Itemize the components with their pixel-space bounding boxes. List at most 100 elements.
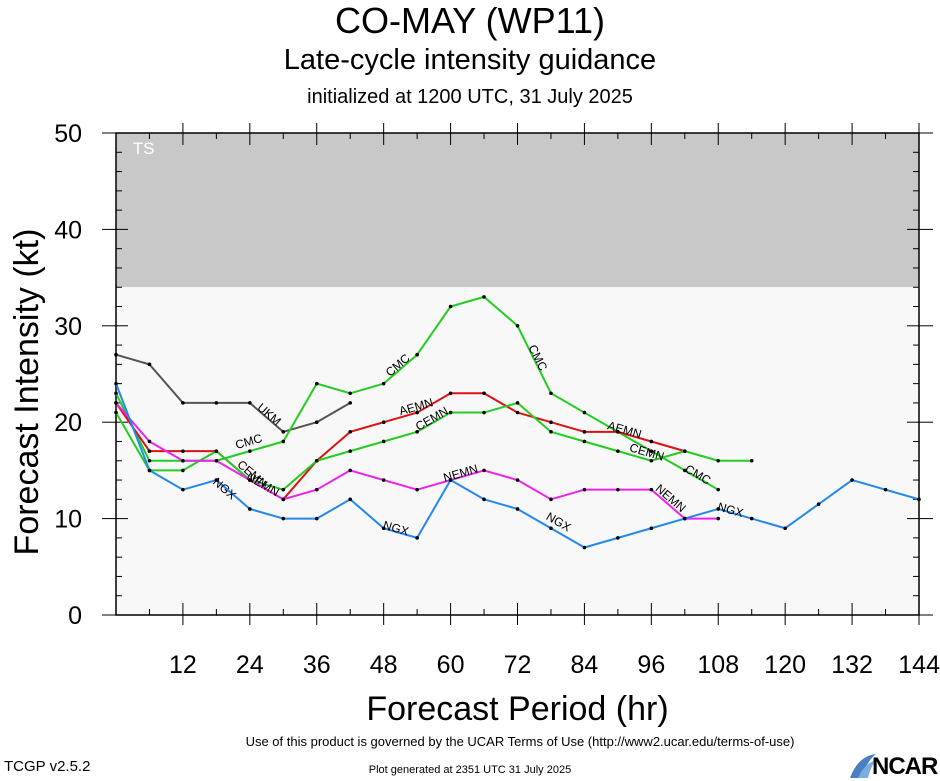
data-point-nemn xyxy=(381,478,386,482)
ncar-logo-icon xyxy=(850,754,876,778)
chart-title: CO-MAY (WP11) xyxy=(334,0,606,41)
data-point-nemn xyxy=(281,497,286,502)
data-point-nemn xyxy=(616,487,620,492)
data-point-ngx xyxy=(482,497,486,502)
data-point-cemn xyxy=(616,449,620,453)
data-point-ngx xyxy=(281,516,286,521)
x-tick-label: 120 xyxy=(764,651,806,679)
x-tick-label: 84 xyxy=(571,651,599,679)
data-point-ngx xyxy=(816,502,821,506)
data-point-cmc xyxy=(582,410,587,415)
x-tick-label: 12 xyxy=(169,651,197,679)
data-point-cmc xyxy=(147,458,152,463)
data-point-ngx xyxy=(381,526,386,531)
data-point-ngx xyxy=(917,497,921,502)
data-point-ukm xyxy=(248,401,252,405)
x-tick-label: 60 xyxy=(437,651,465,679)
data-point-cemn xyxy=(749,458,754,463)
series-line-aemn xyxy=(115,392,686,501)
data-point-ngx xyxy=(181,487,185,492)
data-point-cmc xyxy=(348,391,353,396)
data-point-cmc xyxy=(716,487,721,492)
series-label-ngx: NGX xyxy=(381,518,410,539)
data-point-cemn xyxy=(549,430,553,434)
data-point-ngx xyxy=(248,507,252,511)
data-point-ngx xyxy=(214,478,219,482)
data-point-cmc xyxy=(381,381,386,386)
data-point-ngx xyxy=(314,516,319,521)
init-time: initialized at 1200 UTC, 31 July 2025 xyxy=(307,86,633,108)
data-point-ngx xyxy=(114,381,118,386)
band-label: TS xyxy=(133,139,155,158)
data-point-ngx xyxy=(783,526,787,531)
data-point-ngx xyxy=(448,478,453,482)
data-point-cmc xyxy=(549,391,553,396)
series-line-ukm xyxy=(115,353,351,433)
data-point-aemn xyxy=(549,420,553,425)
data-point-ukm xyxy=(181,401,185,405)
data-point-cemn xyxy=(181,468,185,473)
data-point-nemn xyxy=(549,497,553,502)
data-point-cmc xyxy=(682,468,687,473)
x-tick-label: 48 xyxy=(370,651,398,679)
x-tick-label: 96 xyxy=(637,651,665,679)
data-point-ngx xyxy=(348,497,353,502)
data-point-cemn xyxy=(649,458,654,463)
data-point-ukm xyxy=(147,362,152,367)
data-point-nemn xyxy=(248,478,252,482)
data-point-cemn xyxy=(281,487,286,492)
chart-subtitle: Late-cycle intensity guidance xyxy=(283,44,657,76)
data-point-cmc xyxy=(314,381,319,386)
data-point-aemn xyxy=(147,449,152,453)
generated-time: Plot generated at 2351 UTC 31 July 2025 xyxy=(368,764,572,776)
data-point-aemn xyxy=(415,410,419,415)
data-point-cemn xyxy=(682,449,687,453)
data-point-nemn xyxy=(582,487,587,492)
series-label-ngx: NGX xyxy=(716,500,745,521)
data-point-ukm xyxy=(214,401,219,405)
x-tick-label: 144 xyxy=(898,651,940,679)
data-point-aemn xyxy=(448,391,453,396)
x-tick-label: 108 xyxy=(697,651,739,679)
data-point-ngx xyxy=(582,545,587,550)
y-tick-label: 20 xyxy=(54,409,82,437)
data-point-cmc xyxy=(649,449,654,453)
data-point-nemn xyxy=(214,458,219,463)
data-point-nemn xyxy=(114,401,118,405)
data-point-ngx xyxy=(850,478,854,482)
data-point-cemn xyxy=(448,410,453,415)
y-tick-label: 40 xyxy=(54,216,82,244)
data-point-cemn xyxy=(515,401,520,405)
data-point-cemn xyxy=(716,458,721,463)
y-tick-label: 10 xyxy=(54,506,82,534)
data-point-cmc xyxy=(482,295,486,299)
intensity-band xyxy=(116,133,919,288)
data-point-cemn xyxy=(114,410,118,415)
data-point-ngx xyxy=(649,526,654,531)
data-point-cmc xyxy=(248,449,252,453)
data-point-ngx xyxy=(415,536,419,540)
data-point-nemn xyxy=(649,487,654,492)
data-point-ukm xyxy=(281,430,286,434)
x-tick-label: 72 xyxy=(504,651,532,679)
data-point-aemn xyxy=(616,430,620,434)
data-point-nemn xyxy=(314,487,319,492)
data-point-nemn xyxy=(181,458,185,463)
data-point-aemn xyxy=(181,449,185,453)
data-point-ukm xyxy=(348,401,353,405)
data-point-cmc xyxy=(415,352,419,357)
data-point-cemn xyxy=(214,449,219,453)
data-point-aemn xyxy=(348,430,353,434)
data-point-ngx xyxy=(515,507,520,511)
y-axis-label: Forecast Intensity (kt) xyxy=(8,229,46,556)
data-point-aemn xyxy=(381,420,386,425)
data-point-ngx xyxy=(549,526,553,531)
terms-notice: Use of this product is governed by the U… xyxy=(245,734,795,749)
data-point-ngx xyxy=(147,468,152,473)
data-point-cemn xyxy=(482,410,486,415)
y-tick-label: 30 xyxy=(54,313,82,341)
data-point-ngx xyxy=(749,516,754,521)
data-point-ngx xyxy=(716,507,721,511)
version-label: TCGP v2.5.2 xyxy=(4,758,91,775)
data-point-cemn xyxy=(314,458,319,463)
